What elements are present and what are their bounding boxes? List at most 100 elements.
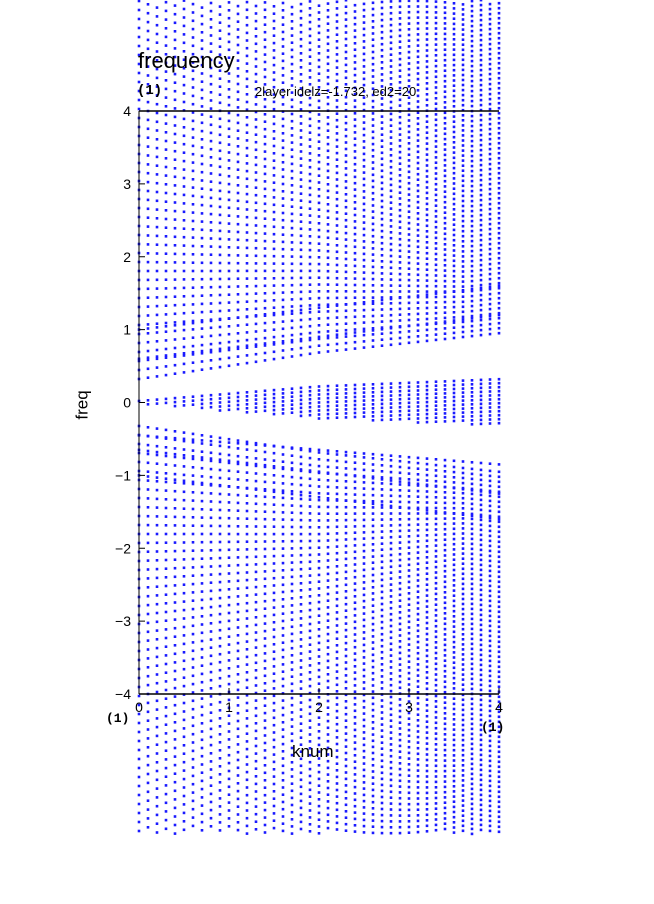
data-point [218, 285, 222, 289]
data-point [470, 329, 474, 333]
data-point [353, 411, 357, 415]
data-point [218, 405, 222, 408]
data-point [191, 294, 195, 298]
branch-point [281, 466, 285, 469]
data-point [452, 53, 456, 57]
data-point [263, 749, 267, 752]
data-point [353, 73, 357, 77]
data-point [452, 506, 456, 510]
data-point [209, 654, 213, 658]
data-point [452, 671, 456, 675]
data-point [218, 409, 222, 412]
data-point [245, 594, 249, 597]
data-point [389, 47, 393, 51]
data-point [452, 682, 456, 685]
data-point [434, 694, 438, 698]
data-point [182, 16, 186, 19]
data-point [299, 483, 303, 487]
data-point [155, 708, 159, 711]
data-point [407, 210, 411, 213]
data-point [245, 308, 249, 311]
data-point [164, 801, 168, 805]
branch-point [317, 306, 321, 310]
data-point [155, 594, 159, 597]
data-point [380, 266, 384, 269]
data-point [497, 405, 501, 409]
data-point [326, 666, 330, 669]
data-point [362, 462, 366, 465]
data-point [488, 402, 492, 405]
data-point [308, 317, 312, 321]
data-point [362, 177, 366, 181]
data-point [461, 653, 465, 656]
data-point [290, 468, 294, 472]
data-point [425, 5, 429, 8]
branch-point [461, 289, 465, 292]
data-point [263, 269, 267, 273]
data-point [326, 646, 330, 649]
data-point [479, 718, 483, 722]
data-point [281, 247, 285, 251]
data-point [353, 112, 357, 115]
data-point [425, 98, 429, 102]
data-point [263, 224, 267, 228]
data-point [479, 0, 483, 2]
data-point [416, 640, 420, 644]
data-point [263, 764, 267, 767]
data-point [389, 65, 393, 68]
data-point [155, 497, 159, 501]
data-point [407, 119, 411, 122]
data-point [398, 104, 402, 107]
data-point [245, 200, 249, 204]
data-point [227, 722, 231, 725]
data-point [272, 613, 276, 617]
data-point [461, 562, 465, 565]
data-point [290, 711, 294, 714]
data-point [389, 35, 393, 39]
data-point [146, 648, 150, 651]
data-point [389, 612, 393, 616]
data-point [245, 54, 249, 58]
data-point [353, 383, 357, 387]
data-point [281, 88, 285, 92]
data-point [218, 652, 222, 656]
data-point [164, 261, 168, 264]
data-point [308, 740, 312, 743]
data-point [407, 631, 411, 635]
data-point [236, 391, 240, 395]
data-point [416, 33, 420, 36]
data-point [443, 638, 447, 641]
data-point [443, 179, 447, 183]
data-point [479, 278, 483, 282]
data-point [407, 381, 411, 385]
data-point [191, 111, 195, 114]
data-point [497, 281, 501, 285]
data-point [200, 14, 204, 18]
data-point [281, 218, 285, 222]
branch-point [398, 480, 402, 483]
data-point [362, 612, 366, 615]
data-point [200, 121, 204, 125]
data-point [407, 495, 411, 498]
data-point [335, 59, 339, 63]
data-point [416, 741, 420, 744]
data-point [488, 17, 492, 21]
data-point [362, 456, 366, 459]
data-point [308, 767, 312, 771]
data-point [434, 193, 438, 197]
data-point [254, 57, 258, 61]
data-point [299, 813, 303, 817]
data-point [344, 661, 348, 664]
data-point [299, 589, 303, 592]
data-point [236, 238, 240, 242]
data-point [443, 190, 447, 193]
data-point [398, 494, 402, 498]
data-point [326, 49, 330, 52]
data-point [461, 124, 465, 127]
data-point [371, 794, 375, 798]
data-point [155, 234, 159, 238]
data-point [353, 607, 357, 611]
data-point [497, 271, 501, 275]
data-point [362, 768, 366, 772]
data-point [371, 179, 375, 183]
